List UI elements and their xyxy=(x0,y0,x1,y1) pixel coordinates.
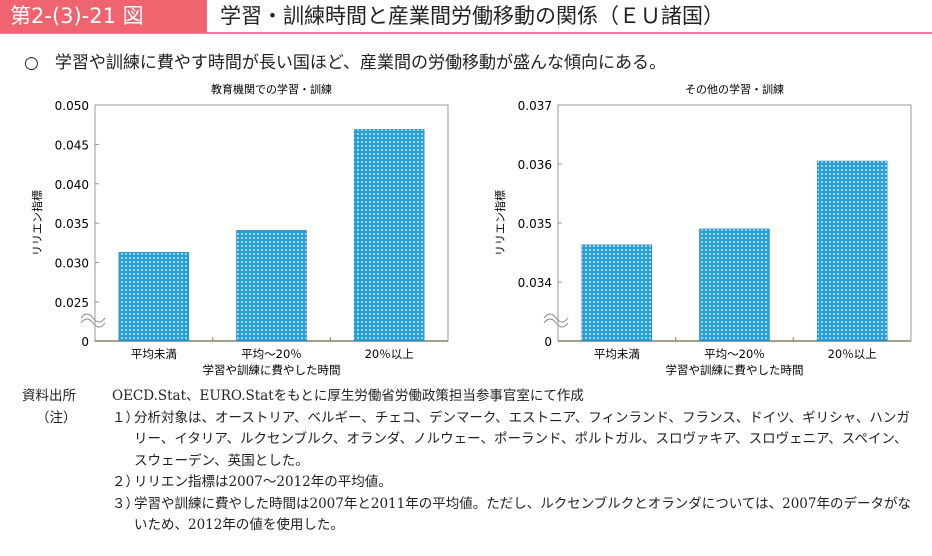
note-item: ２） リリエン指標は2007～2012年の平均値。 xyxy=(112,472,912,494)
note-item: ３） 学習や訓練に費やした時間は2007年と2011年の平均値。ただし、ルクセンブ… xyxy=(112,494,912,537)
note-number: １） xyxy=(112,409,139,426)
bar xyxy=(353,129,425,342)
y-tick-label: 0.035 xyxy=(55,217,89,231)
y-axis-label: リリエン指標 xyxy=(493,190,507,256)
x-axis-label: 学習や訓練に費やした時間 xyxy=(666,363,804,377)
note-text: 分析対象は、オーストリア、ベルギー、チェコ、デンマーク、エストニア、フィンランド… xyxy=(134,409,910,469)
x-tick-label: 平均～20％ xyxy=(704,347,765,361)
y-tick-label: 0.036 xyxy=(518,158,552,172)
lead-text: ○ 学習や訓練に費やす時間が長い国ほど、産業間の労働移動が盛んな傾向にある。 xyxy=(24,48,682,73)
y-tick-label: 0.037 xyxy=(518,99,552,113)
y-tick-label: 0 xyxy=(81,335,89,349)
x-axis-label: 学習や訓練に費やした時間 xyxy=(203,363,341,377)
bar xyxy=(581,244,653,342)
x-tick-label: 20％以上 xyxy=(828,347,877,361)
note-number: ２） xyxy=(112,474,139,490)
x-tick-label: 平均～20％ xyxy=(241,347,302,361)
figure-title: 学習・訓練時間と産業間労働移動の関係（ＥＵ諸国） xyxy=(220,4,724,28)
bar xyxy=(236,230,307,342)
lead-sentence: 学習や訓練に費やす時間が長い国ほど、産業間の労働移動が盛んな傾向にある。 xyxy=(54,53,666,73)
x-tick-label: 平均未満 xyxy=(131,347,177,361)
y-tick-label: 0.035 xyxy=(518,217,552,231)
chart-title: 教育機関での学習・訓練 xyxy=(211,82,332,96)
source-text: OECD.Stat、EURO.Statをもとに厚生労働省労働政策担当参事官室にて… xyxy=(112,388,584,404)
note-text: 学習や訓練に費やした時間は2007年と2011年の平均値。ただし、ルクセンブルク… xyxy=(134,495,911,534)
y-axis-label: リリエン指標 xyxy=(30,190,44,256)
x-tick-label: 平均未満 xyxy=(594,347,640,361)
y-tick-label: 0 xyxy=(544,335,552,349)
y-tick-label: 0.030 xyxy=(55,257,89,271)
axis-break-icon xyxy=(80,313,106,328)
y-tick-label: 0.040 xyxy=(55,178,89,192)
figure-header: 第2-(3)-21 図 学習・訓練時間と産業間労働移動の関係（ＥＵ諸国） xyxy=(0,0,932,34)
source-notes: 資料出所 OECD.Stat、EURO.Statをもとに厚生労働省労働政策担当参事… xyxy=(22,386,912,537)
y-tick-label: 0.034 xyxy=(518,276,552,290)
notes-label: （注） xyxy=(36,409,77,426)
source-label: 資料出所 xyxy=(22,388,76,404)
note-number: ３） xyxy=(112,495,139,512)
y-tick-label: 0.050 xyxy=(55,99,89,113)
note-item: １） 分析対象は、オーストリア、ベルギー、チェコ、デンマーク、エストニア、フィンラ… xyxy=(112,408,912,473)
x-tick-label: 20％以上 xyxy=(365,347,414,361)
bar xyxy=(699,228,770,342)
bar xyxy=(118,252,190,342)
figure-number: 第2-(3)-21 図 xyxy=(0,0,207,33)
y-tick-label: 0.025 xyxy=(55,296,89,310)
y-tick-label: 0.045 xyxy=(55,138,89,152)
note-text: リリエン指標は2007～2012年の平均値。 xyxy=(134,474,392,490)
chart-title: その他の学習・訓練 xyxy=(685,82,784,96)
bullet-icon: ○ xyxy=(24,53,39,73)
bar xyxy=(816,160,888,342)
axis-break-icon xyxy=(543,313,569,328)
